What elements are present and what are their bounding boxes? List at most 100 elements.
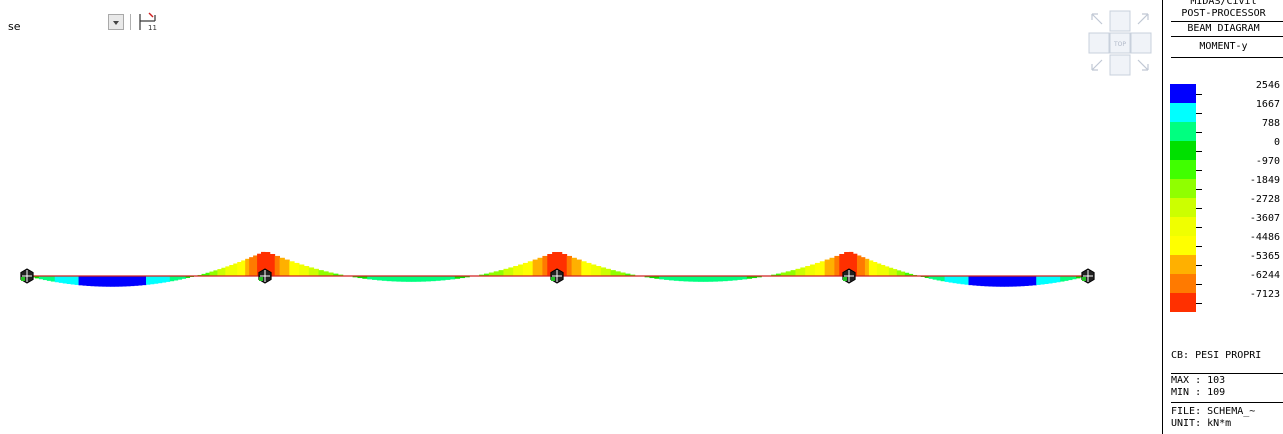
moment-strip: [1056, 276, 1061, 283]
moment-strip: [82, 276, 87, 286]
moment-strip: [868, 260, 874, 276]
moment-strip: [126, 276, 131, 287]
legend-tick: [1196, 151, 1202, 152]
support-node-icon: [1081, 268, 1095, 284]
moment-strip: [800, 267, 806, 276]
moment-strip: [732, 276, 738, 281]
legend-value: -4486: [1249, 232, 1280, 243]
moment-strip: [984, 276, 989, 287]
moment-strip: [257, 253, 262, 276]
legend-value: -3607: [1249, 213, 1280, 224]
moment-strip: [1024, 276, 1029, 286]
legend-panel: MIDAS/Civil POST-PROCESSOR BEAM DIAGRAM …: [1162, 0, 1283, 434]
moment-strip: [1060, 276, 1065, 282]
moment-strip: [269, 254, 276, 276]
divider: [1171, 21, 1283, 22]
toolbar: se 11: [0, 0, 1160, 36]
moment-strip: [972, 276, 977, 286]
moment-strip: [454, 276, 461, 279]
legend-swatch: [1170, 103, 1196, 122]
moment-strip: [1072, 276, 1077, 280]
legend-swatch: [1170, 160, 1196, 179]
moment-strip: [181, 276, 187, 279]
moment-strip: [944, 276, 949, 282]
moment-strip: [284, 259, 290, 276]
moment-strip: [484, 273, 490, 276]
moment-strip: [420, 276, 426, 282]
moment-strip: [294, 262, 300, 276]
chevron-down-icon[interactable]: [108, 14, 124, 30]
moment-strip: [376, 276, 383, 281]
moment-strip: [1008, 276, 1013, 287]
legend-program: MIDAS/Civil: [1190, 0, 1257, 7]
moment-strip: [74, 276, 79, 285]
moment-strip: [134, 276, 139, 286]
moment-strip: [34, 276, 40, 279]
moment-strip: [289, 261, 295, 276]
moment-strip: [771, 274, 777, 276]
moment-strip: [185, 276, 191, 278]
moment-strip: [976, 276, 981, 286]
legend-swatch: [1170, 217, 1196, 236]
moment-strip: [722, 276, 728, 282]
moment-strip: [932, 276, 938, 280]
moment-strip: [308, 267, 315, 276]
moment-strip: [233, 263, 238, 276]
moment-strip: [673, 276, 680, 281]
moment-strip: [810, 264, 816, 276]
legend-swatch: [1170, 293, 1196, 312]
moment-strip: [1016, 276, 1021, 287]
moment-strip: [372, 276, 378, 280]
divider: [1171, 57, 1283, 58]
legend-tick: [1196, 284, 1202, 285]
moment-strip: [683, 276, 689, 282]
moment-strip: [209, 271, 214, 276]
color-scale: 2546 1667 788 0 -970 -1849 -2728 -3607 -4486 -536…: [1163, 76, 1283, 336]
moment-strip: [940, 276, 945, 282]
moment-strip: [834, 255, 840, 276]
moment-strip: [381, 276, 388, 281]
moment-strip: [960, 276, 965, 285]
moment-strip: [600, 267, 607, 276]
moment-strip: [201, 273, 206, 276]
moment-strip: [299, 264, 305, 276]
moment-strip: [557, 252, 563, 276]
view-cube[interactable]: TOP: [1088, 10, 1154, 76]
moment-strip: [1028, 276, 1033, 286]
support-node-icon: [842, 268, 856, 284]
load-case: CB: PESI PROPRI: [1171, 350, 1262, 361]
beam-diagram-icon[interactable]: 11: [137, 12, 159, 32]
legend-tick: [1196, 113, 1202, 114]
moment-strip: [1004, 276, 1009, 287]
divider: [1171, 402, 1283, 403]
moment-strip: [924, 276, 930, 278]
moment-strip: [425, 276, 431, 282]
legend-swatch: [1170, 84, 1196, 103]
moment-strip: [38, 276, 44, 280]
moment-strip: [249, 257, 254, 276]
legend-swatch: [1170, 255, 1196, 274]
moment-strip: [323, 271, 329, 276]
support-node-icon: [20, 268, 34, 284]
moment-strip: [956, 276, 961, 284]
moment-strip: [130, 276, 135, 287]
moment-strip: [430, 276, 436, 282]
result-selector-label: se: [8, 20, 21, 33]
moment-strip: [1048, 276, 1053, 284]
moment-strip: [996, 276, 1001, 287]
moment-strip: [746, 276, 753, 279]
legend-tick: [1196, 265, 1202, 266]
moment-strip: [161, 276, 167, 283]
moment-strip: [819, 261, 826, 276]
moment-strip: [852, 253, 858, 276]
moment-strip: [217, 269, 222, 276]
moment-strip: [522, 262, 529, 276]
legend-tick: [1196, 189, 1202, 190]
moment-strip: [205, 272, 210, 276]
moment-strip: [668, 276, 675, 281]
moment-strip: [829, 257, 835, 276]
moment-strip: [610, 270, 616, 276]
moment-strip: [406, 276, 412, 282]
moment-strip: [776, 273, 782, 276]
moment-strip: [928, 276, 934, 279]
